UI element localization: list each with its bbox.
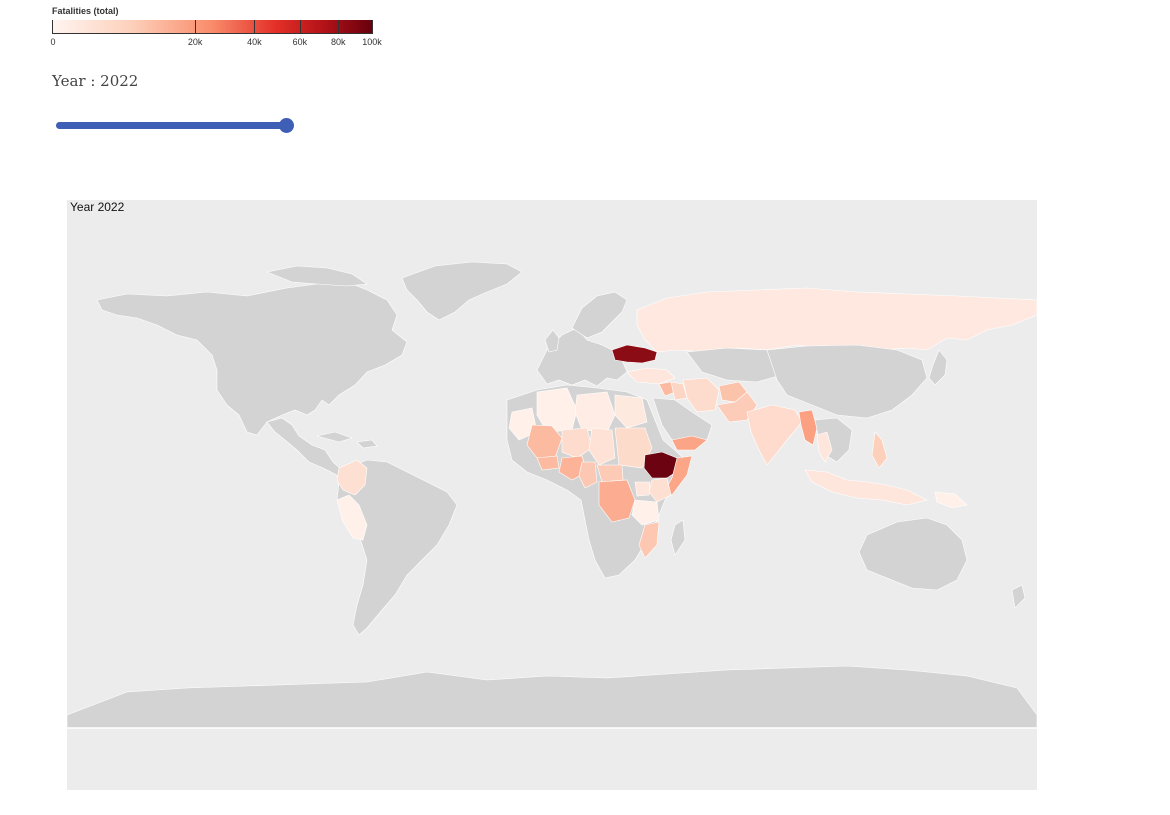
uk-land	[544, 329, 560, 353]
legend-title: Fatalities (total)	[52, 6, 119, 16]
legend-tick-label: 60k	[292, 37, 308, 47]
india[interactable]	[746, 404, 803, 466]
japan-land	[928, 349, 948, 386]
tanzania[interactable]	[631, 499, 660, 526]
philippines[interactable]	[871, 431, 888, 469]
iran[interactable]	[682, 377, 720, 413]
egypt[interactable]	[614, 394, 648, 429]
yemen[interactable]	[671, 435, 708, 451]
map-panel[interactable]: Year 2022	[67, 200, 1037, 790]
year-label: Year : 2022	[52, 72, 139, 90]
pakistan[interactable]	[716, 391, 758, 423]
cameroon[interactable]	[578, 461, 598, 489]
peru[interactable]	[336, 494, 368, 541]
new-zealand-land	[1011, 584, 1026, 609]
indonesia[interactable]	[804, 469, 928, 506]
somalia[interactable]	[664, 455, 693, 496]
ukraine[interactable]	[611, 344, 658, 364]
papua-new-guinea[interactable]	[934, 491, 968, 509]
scandinavia-land	[571, 291, 628, 339]
antarctica-land	[67, 665, 1037, 729]
slider-thumb[interactable]	[279, 118, 294, 133]
australia-land	[858, 517, 968, 591]
greenland-land	[401, 261, 523, 321]
legend-tick	[372, 20, 373, 34]
thailand[interactable]	[816, 431, 833, 463]
legend-tick-label: 100k	[362, 37, 382, 47]
turkey[interactable]	[626, 367, 676, 385]
niger[interactable]	[561, 427, 593, 459]
democratic-republic-of-the-congo[interactable]	[598, 479, 636, 523]
map-title: Year 2022	[70, 200, 125, 214]
colombia[interactable]	[336, 459, 368, 496]
legend-color-bar	[52, 20, 372, 33]
myanmar[interactable]	[798, 409, 818, 446]
legend-tick-label: 0	[50, 37, 56, 47]
uganda[interactable]	[634, 481, 651, 497]
legend-tick	[195, 20, 197, 34]
legend-tick	[52, 20, 53, 34]
legend-tick-label: 80k	[330, 37, 346, 47]
legend-tick	[254, 20, 256, 34]
chad[interactable]	[588, 427, 616, 466]
china-land	[766, 344, 928, 419]
caribbean-islands	[316, 431, 378, 449]
libya[interactable]	[574, 391, 616, 433]
legend-axis	[52, 33, 372, 34]
madagascar-land	[670, 519, 686, 556]
burkina-faso[interactable]	[536, 455, 560, 471]
legend-tick-label: 40k	[247, 37, 262, 47]
legend-tick-label: 20k	[187, 37, 203, 47]
world-map[interactable]	[67, 200, 1037, 790]
color-legend: Fatalities (total) 0 20k 40k 60k 80k 100k	[50, 6, 382, 54]
legend-tick	[299, 20, 301, 34]
canada-arctic-islands	[265, 265, 368, 287]
mozambique[interactable]	[638, 521, 660, 559]
slider-fill	[56, 122, 286, 129]
legend-tick	[338, 20, 340, 34]
year-slider[interactable]	[56, 118, 294, 134]
